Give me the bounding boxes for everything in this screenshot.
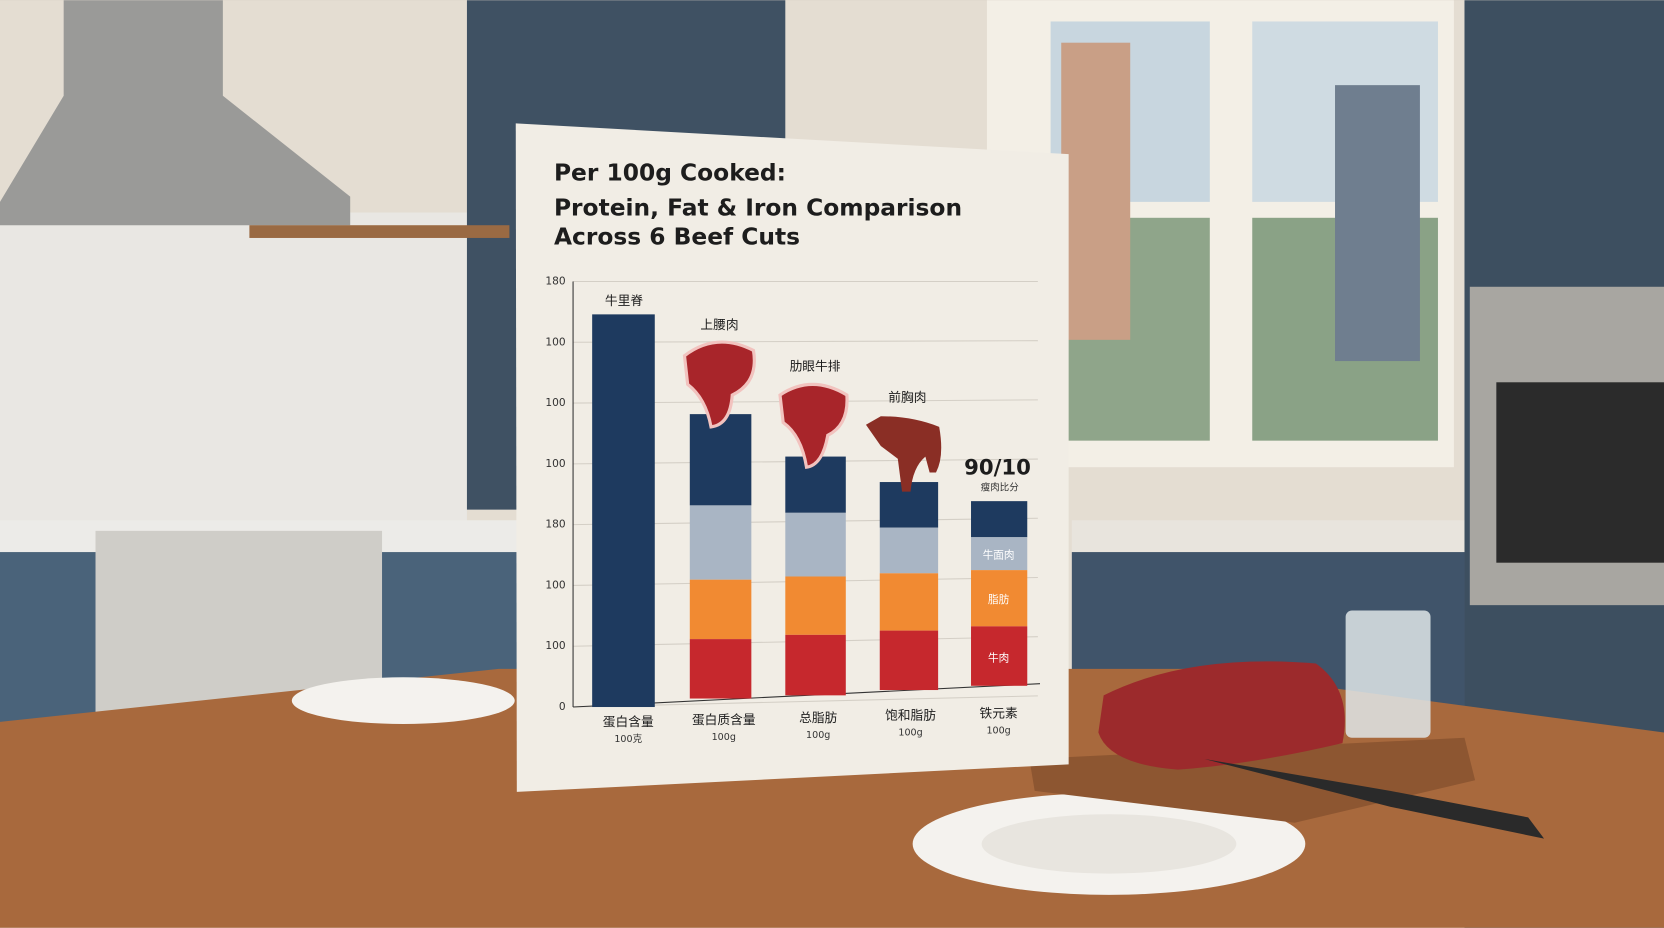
bar-label: 牛里脊 [605, 294, 643, 309]
bar-label: 90/10 [964, 456, 1031, 481]
y-tick-label: 180 [545, 518, 566, 531]
bar-label: 肋眼牛排 [790, 360, 841, 375]
bar-segment [971, 626, 1028, 686]
x-sub-label: 100g [898, 728, 922, 739]
bar-segment [971, 570, 1028, 627]
bar-segment [879, 630, 939, 691]
bar-segment [879, 527, 939, 574]
bar-label: 前胸肉 [888, 389, 926, 405]
bar-label: 上腰肉 [700, 318, 738, 333]
segment-label: 牛肉 [988, 651, 1009, 664]
cow-icon [865, 416, 942, 492]
bar [592, 314, 655, 708]
x-label: 总脂肪 [799, 710, 837, 726]
y-tick-label: 100 [545, 639, 566, 652]
x-label: 饱和脂肪 [885, 708, 936, 724]
bar-segment [785, 634, 846, 696]
y-tick-label: 100 [545, 457, 566, 470]
bar-label: 瘦肉比分 [981, 482, 1020, 494]
bar-segment [785, 456, 846, 513]
y-tick-label: 180 [545, 274, 566, 287]
shelf [249, 225, 510, 238]
glass [1345, 610, 1431, 738]
plate [291, 677, 515, 724]
bar-segment [689, 414, 752, 506]
building [1061, 42, 1131, 340]
knife [1204, 759, 1545, 839]
poster-title: Across 6 Beef Cuts [554, 222, 800, 250]
poster-title: Per 100g Cooked: [554, 159, 786, 187]
x-sub-label: 100克 [614, 734, 642, 745]
x-label: 铁元素 [980, 707, 1018, 722]
y-tick-label: 100 [545, 578, 566, 591]
meat-icon [682, 340, 756, 429]
bar-segment [689, 505, 752, 580]
bar-segment [971, 501, 1028, 538]
meat-icon [778, 382, 849, 469]
x-sub-label: 100g [712, 732, 736, 743]
x-sub-label: 100g [986, 726, 1010, 737]
y-tick-label: 100 [545, 396, 566, 409]
bar-segment [785, 512, 846, 577]
bar-segment [971, 537, 1028, 571]
bar-segment [879, 573, 939, 631]
range-hood [0, 0, 351, 226]
y-tick-label: 100 [545, 335, 566, 348]
marble-backsplash [0, 212, 467, 531]
bar-segment [689, 639, 752, 699]
y-tick-label: 0 [559, 700, 566, 713]
bar-segment [689, 579, 752, 640]
segment-label: 牛面肉 [983, 548, 1015, 561]
x-label: 蛋白含量 [603, 714, 654, 730]
steak [1098, 661, 1345, 770]
x-sub-label: 100g [806, 730, 830, 741]
poster-title: Protein, Fat & Iron Comparison [554, 194, 962, 222]
building [1335, 85, 1420, 362]
counter [1071, 520, 1465, 553]
bar-segment [785, 576, 846, 635]
plate-center [981, 814, 1237, 874]
oven-door [1496, 382, 1664, 563]
x-label: 蛋白质含量 [692, 712, 756, 728]
segment-label: 脂肪 [988, 593, 1010, 606]
